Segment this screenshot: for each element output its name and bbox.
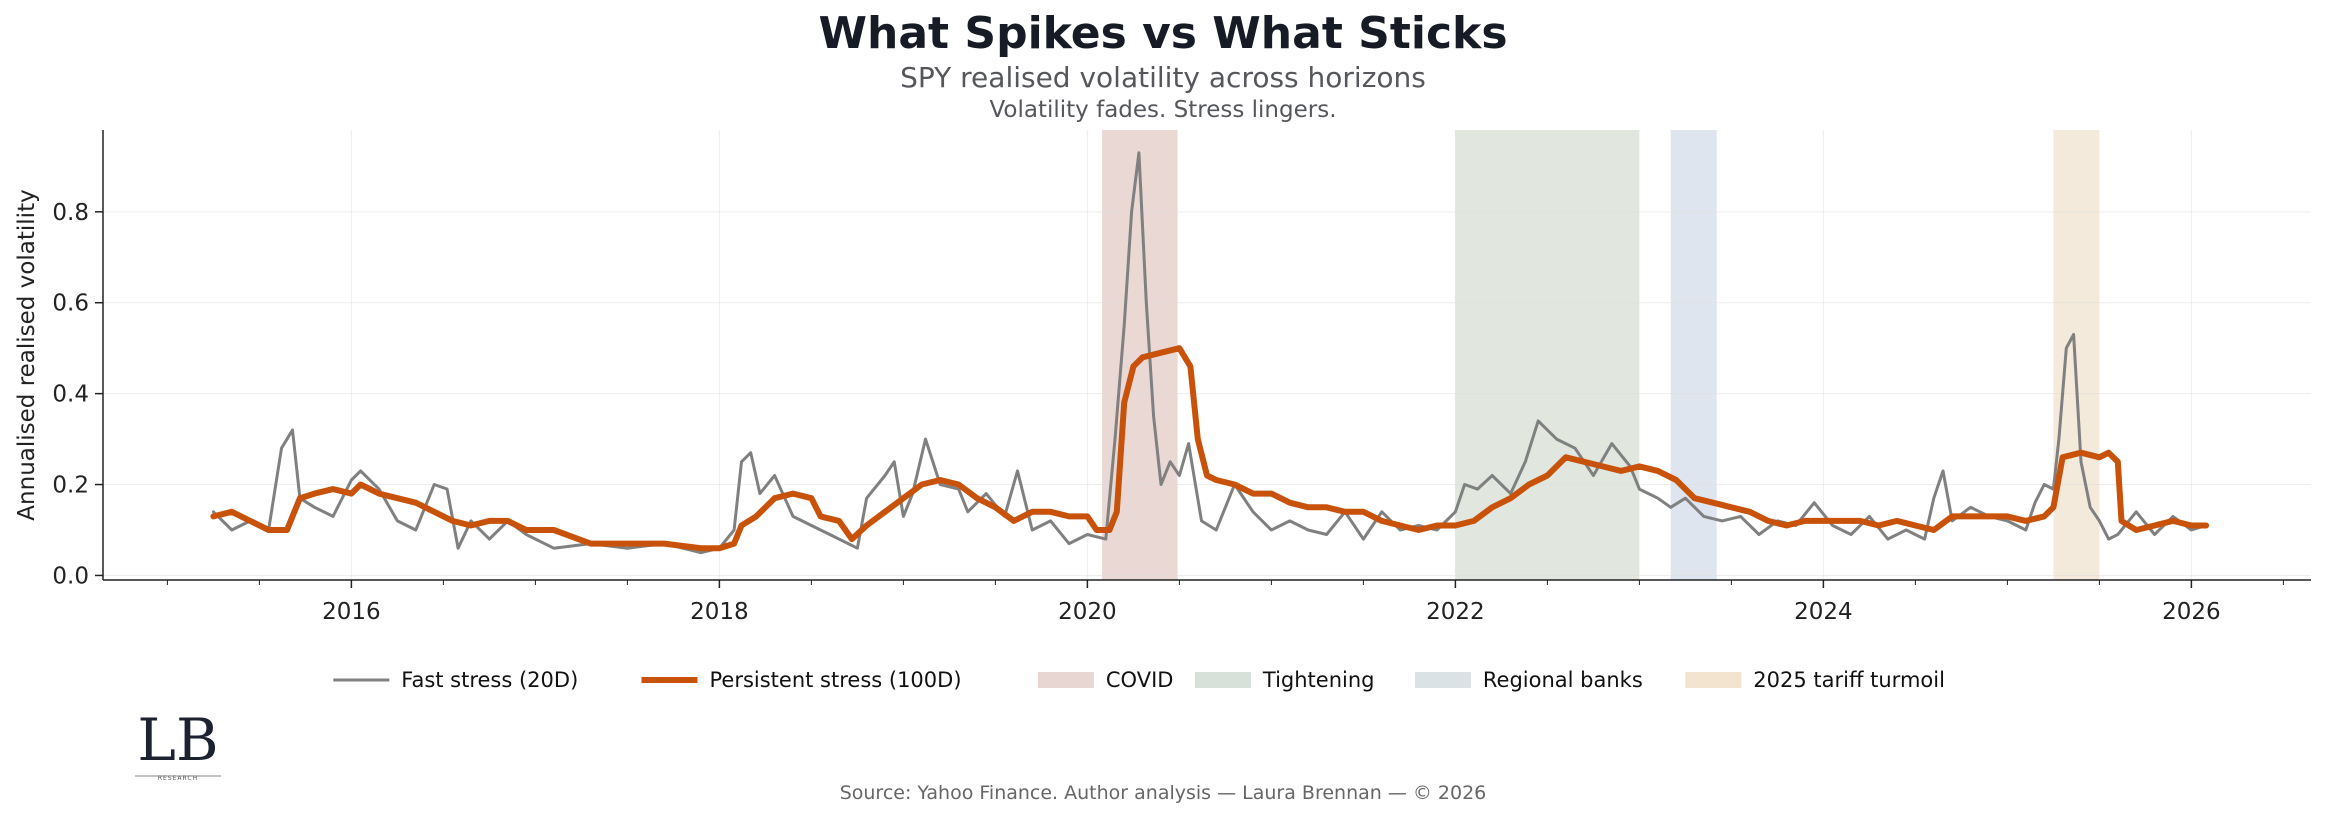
legend-swatch-regional-banks <box>1414 672 1471 688</box>
y-tick-label: 0.0 <box>52 563 89 589</box>
legend-label-tightening: Tightening <box>1262 668 1375 692</box>
series-line-fast-stress-20d <box>211 151 2208 555</box>
axes <box>102 130 2311 581</box>
regime-band-regional-banks <box>1670 130 1717 580</box>
series-line-persistent-stress-100d <box>210 345 2210 552</box>
x-tick-label: 2026 <box>2162 599 2221 625</box>
y-tick-label: 0.8 <box>52 200 89 226</box>
legend-label-persistent-stress-100d: Persistent stress (100D) <box>710 668 962 692</box>
source-note: Source: Yahoo Finance. Author analysis —… <box>840 782 1487 804</box>
y-tick-label: 0.4 <box>52 382 89 408</box>
series-lines <box>210 151 2210 555</box>
grid <box>103 130 2311 580</box>
tick-labels: 2016 2018 2020 2022 2024 2026 0.0 0.2 0.4 0.6 0.8 <box>52 200 2284 625</box>
chart-subtitle: SPY realised volatility across horizons <box>900 61 1426 94</box>
x-tick-label: 2024 <box>1794 599 1853 625</box>
regime-bands <box>1102 130 2100 580</box>
legend-swatch-2025-tariff-turmoil <box>1685 672 1742 688</box>
legend-swatch-covid <box>1037 672 1094 688</box>
logo-text: LB <box>137 706 218 774</box>
regime-band-tightening <box>1455 130 1640 580</box>
x-tick-label: 2016 <box>322 599 381 625</box>
legend-label-2025-tariff-turmoil: 2025 tariff turmoil <box>1753 668 1945 692</box>
x-tick-label: 2018 <box>690 599 749 625</box>
logo-subtext: RESEARCH <box>158 775 198 782</box>
x-tick-label: 2022 <box>1426 599 1485 625</box>
chart-tagline: Volatility fades. Stress lingers. <box>989 97 1336 123</box>
regime-band-2025-tariff-turmoil <box>2053 130 2100 580</box>
logo: LB RESEARCH <box>135 706 221 782</box>
x-tick-label: 2020 <box>1058 599 1117 625</box>
y-tick-label: 0.6 <box>52 291 89 317</box>
y-tick-label: 0.2 <box>52 473 89 499</box>
legend-label-fast-stress-20d: Fast stress (20D) <box>401 668 578 692</box>
legend-swatch-tightening <box>1194 672 1251 688</box>
legend-label-covid: COVID <box>1106 668 1174 692</box>
legend: Fast stress (20D) Persistent stress (100D… <box>333 668 1945 692</box>
legend-label-regional-banks: Regional banks <box>1483 668 1643 692</box>
chart-title: What Spikes vs What Sticks <box>818 8 1507 59</box>
y-axis-label: Annualised realised volatility <box>14 189 40 520</box>
